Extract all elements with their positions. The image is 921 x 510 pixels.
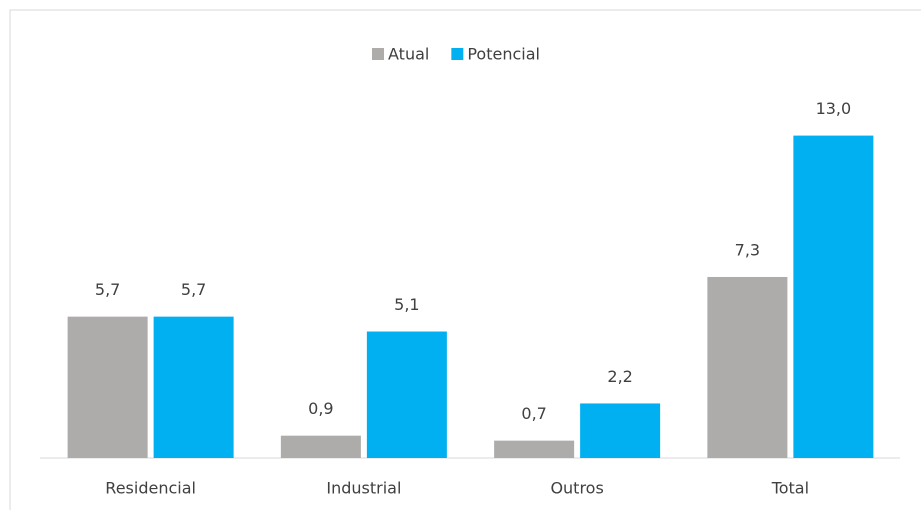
bar xyxy=(67,316,148,458)
bar xyxy=(580,403,661,458)
data-label: 0,9 xyxy=(308,399,333,418)
bar xyxy=(153,316,234,458)
x-tick-label: Outros xyxy=(550,479,603,498)
data-label: 2,2 xyxy=(607,367,632,386)
x-tick-label: Total xyxy=(771,479,809,498)
bar xyxy=(280,435,361,458)
data-label: 7,3 xyxy=(735,240,760,259)
data-label: 5,7 xyxy=(95,280,120,299)
data-label: 13,0 xyxy=(816,99,852,118)
legend-label: Atual xyxy=(388,45,429,64)
legend-swatch xyxy=(372,48,384,60)
x-tick-label: Residencial xyxy=(105,479,196,498)
bar xyxy=(366,331,447,458)
bar xyxy=(793,135,874,458)
data-label: 0,7 xyxy=(521,404,546,423)
data-label: 5,1 xyxy=(394,295,419,314)
bar xyxy=(494,440,575,458)
bar xyxy=(707,276,788,458)
chart-frame xyxy=(9,9,921,510)
legend-label: Potencial xyxy=(467,45,540,64)
data-label: 5,7 xyxy=(181,280,206,299)
x-tick-label: Industrial xyxy=(326,479,401,498)
legend-swatch xyxy=(451,48,464,60)
